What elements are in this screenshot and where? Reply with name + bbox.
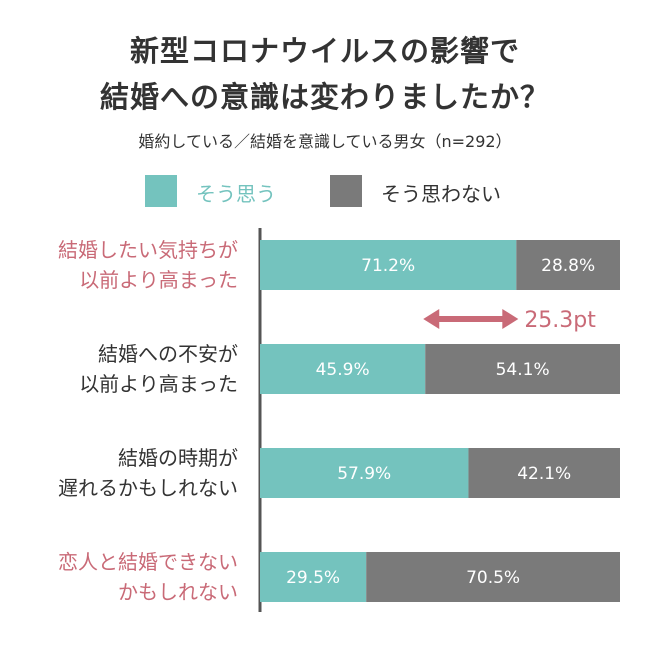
data-label: 71.2% xyxy=(361,256,415,276)
category-label-line: 以前より高まった xyxy=(79,268,238,292)
data-label: 45.9% xyxy=(316,360,370,380)
bar-segment-disagree xyxy=(468,448,620,498)
category-label-line: 恋人と結婚できない xyxy=(58,550,238,574)
bar-segment-agree xyxy=(260,240,517,290)
category-label-line: 結婚の時期が xyxy=(118,446,238,470)
category-label: 結婚への不安が以前より高まった xyxy=(8,339,238,399)
data-label: 54.1% xyxy=(496,360,550,380)
bar-segment-disagree xyxy=(425,344,620,394)
legend-label-agree: そう思う xyxy=(196,182,276,206)
category-label: 恋人と結婚できないかもしれない xyxy=(8,547,238,607)
category-label-line: 遅れるかもしれない xyxy=(58,476,238,500)
category-label-line: 結婚したい気持ちが xyxy=(58,238,238,262)
category-label: 結婚したい気持ちが以前より高まった xyxy=(8,235,238,295)
data-label: 70.5% xyxy=(466,568,520,588)
legend-swatch-agree xyxy=(145,175,177,207)
bar-segment-disagree xyxy=(366,552,620,602)
bar-segment-disagree xyxy=(516,240,620,290)
chart-subtitle: 婚約している／結婚を意識している男女（n=292） xyxy=(138,132,512,151)
difference-arrow-head-left xyxy=(423,309,440,329)
data-label: 28.8% xyxy=(541,256,595,276)
data-label: 42.1% xyxy=(517,464,571,484)
bar-segment-agree xyxy=(260,344,426,394)
bar-segment-agree xyxy=(260,552,367,602)
chart-title-line2: 結婚への意識は変わりましたか？ xyxy=(99,80,550,114)
category-label-line: かもしれない xyxy=(118,580,238,604)
difference-arrow-head-right xyxy=(502,309,519,329)
difference-label: 25.3pt xyxy=(524,308,596,333)
data-label: 57.9% xyxy=(337,464,391,484)
category-label: 結婚の時期が遅れるかもしれない xyxy=(8,443,238,503)
chart-title-line1: 新型コロナウイルスの影響で xyxy=(129,34,520,68)
bar-segment-agree xyxy=(260,448,469,498)
legend: そう思う そう思わない xyxy=(0,175,650,209)
legend-label-disagree: そう思わない xyxy=(381,182,501,206)
data-label: 29.5% xyxy=(286,568,340,588)
category-label-line: 以前より高まった xyxy=(79,372,238,396)
legend-swatch-disagree xyxy=(330,175,362,207)
category-label-line: 結婚への不安が xyxy=(98,342,238,366)
